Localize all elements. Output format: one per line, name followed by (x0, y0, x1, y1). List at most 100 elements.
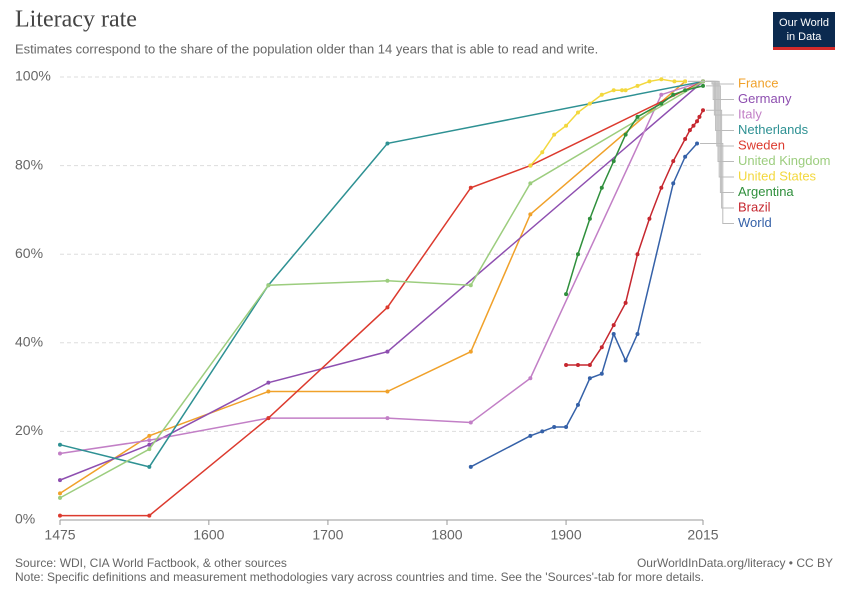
legend-connector (688, 80, 734, 178)
point (552, 424, 557, 429)
x-tick-label: 1700 (312, 527, 343, 543)
point (623, 300, 628, 305)
point (635, 114, 640, 119)
point (635, 331, 640, 336)
point (564, 424, 569, 429)
logo-text: in Data (787, 31, 823, 43)
point (385, 278, 390, 283)
point (575, 362, 580, 367)
series-line (59, 80, 704, 499)
point (147, 433, 152, 438)
point (468, 420, 473, 425)
legend-label: United Kingdom (738, 153, 831, 168)
series-line (59, 80, 704, 455)
point (147, 513, 152, 518)
point (659, 101, 664, 106)
url: OurWorldInData.org/literacy • CC BY (637, 556, 833, 570)
point (266, 283, 271, 288)
point (683, 154, 688, 159)
point (147, 447, 152, 452)
x-tick-label: 1800 (431, 527, 462, 543)
point (58, 478, 62, 483)
point (691, 123, 696, 128)
point (266, 389, 271, 394)
point (659, 92, 664, 97)
point (587, 376, 592, 381)
point (611, 159, 616, 164)
point (528, 163, 533, 168)
point (695, 119, 700, 124)
point (671, 181, 676, 186)
legend-label: Netherlands (738, 122, 809, 137)
point (599, 371, 604, 376)
point (697, 114, 702, 119)
legend-label: Germany (738, 91, 792, 106)
point (540, 150, 545, 155)
x-tick-label: 1475 (44, 527, 75, 543)
point (147, 438, 152, 443)
chart-title: Literacy rate (15, 7, 137, 33)
legend-connector (700, 142, 734, 224)
point (687, 128, 692, 133)
point (599, 185, 604, 190)
point (611, 323, 616, 328)
point (575, 110, 580, 115)
series-line (60, 80, 704, 517)
point (575, 252, 580, 257)
y-tick-label: 0% (15, 511, 35, 527)
point (671, 92, 676, 97)
point (672, 79, 677, 84)
series-line (470, 142, 698, 468)
point (611, 331, 616, 336)
point (147, 442, 152, 447)
point (599, 92, 604, 97)
point (540, 429, 545, 434)
point (528, 376, 533, 381)
point (528, 181, 533, 186)
legend-label: Sweden (738, 137, 785, 152)
point (599, 345, 604, 350)
legend-label: United States (738, 168, 817, 183)
point (468, 283, 473, 288)
point (58, 495, 62, 500)
point (58, 451, 62, 456)
logo-stripe (773, 47, 835, 50)
point (587, 216, 592, 221)
point (564, 123, 569, 128)
point (635, 83, 640, 88)
chart-subtitle: Estimates correspond to the share of the… (15, 41, 598, 56)
point (623, 88, 628, 93)
point (147, 464, 152, 469)
point (266, 380, 271, 385)
point (683, 88, 688, 93)
point (528, 212, 533, 217)
legend-connector (706, 85, 734, 193)
point (552, 132, 557, 137)
point (623, 132, 628, 137)
point (468, 464, 473, 469)
y-tick-label: 60% (15, 245, 43, 261)
point (385, 416, 390, 421)
y-tick-label: 100% (15, 68, 51, 84)
point (701, 83, 705, 88)
point (468, 349, 473, 354)
point (385, 305, 390, 310)
point (385, 141, 390, 146)
note: Note: Specific definitions and measureme… (15, 570, 704, 584)
point (683, 137, 688, 142)
y-tick-label: 80% (15, 156, 43, 172)
point (623, 358, 628, 363)
logo-text: Our World (779, 17, 829, 29)
series-line (529, 78, 686, 167)
point (647, 216, 652, 221)
x-tick-label: 2015 (687, 527, 718, 543)
legend-label: France (738, 75, 778, 90)
point (58, 491, 62, 496)
point (58, 442, 62, 447)
series-line (565, 85, 704, 295)
legend-connector (706, 109, 734, 209)
y-tick-label: 40% (15, 334, 43, 350)
x-tick-label: 1900 (550, 527, 581, 543)
point (575, 402, 580, 407)
